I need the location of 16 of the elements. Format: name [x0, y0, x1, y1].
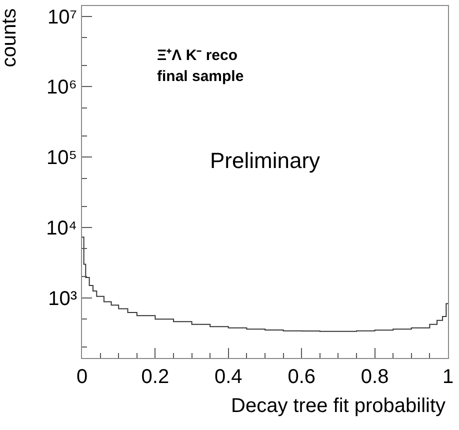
annotation: Ξ⁺Λ K⁻ reco [157, 47, 238, 64]
x-tick-label: 0.4 [214, 366, 242, 388]
x-axis-title: Decay tree fit probability [231, 395, 446, 417]
x-tick-label: 0.6 [288, 366, 316, 388]
annotation: final sample [157, 68, 244, 85]
x-tick-label: 1 [442, 366, 454, 388]
x-tick-label: 0.8 [360, 366, 389, 388]
y-tick-label: 10⁴ [46, 217, 77, 240]
annotation: Preliminary [210, 148, 320, 173]
x-tick-label: 0 [76, 366, 88, 388]
y-tick-label: 10⁵ [46, 147, 77, 170]
x-tick-label: 0.2 [141, 366, 170, 388]
y-tick-label: 10⁷ [48, 6, 77, 28]
y-tick-label: 10⁶ [46, 76, 77, 99]
y-tick-label: 10³ [48, 288, 78, 310]
y-axis-title: counts [0, 8, 20, 68]
